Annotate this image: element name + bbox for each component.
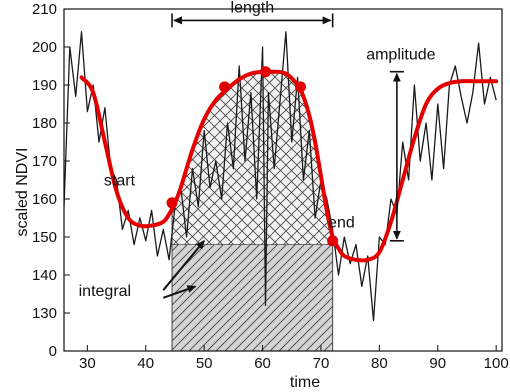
- integral-lower-area: [172, 244, 333, 351]
- y-tick-label: 210: [32, 1, 57, 18]
- x-tick-label: 40: [137, 355, 154, 372]
- fitted-point-marker: [327, 235, 339, 247]
- x-axis-title: time: [290, 374, 320, 391]
- y-axis-title: scaled NDVI: [14, 148, 31, 237]
- x-tick-label: 30: [79, 355, 96, 372]
- x-tick-label: 70: [313, 355, 330, 372]
- integral-pointer-arrow: [162, 240, 205, 291]
- annotation-layer: length amplitude start end integral: [79, 0, 436, 300]
- start-label: start: [104, 173, 136, 190]
- x-tick-label: 50: [196, 355, 213, 372]
- integral-label: integral: [79, 283, 131, 300]
- plot-frame: [63, 8, 503, 352]
- amplitude-label: amplitude: [366, 47, 435, 64]
- y-tick-label: 140: [32, 267, 57, 284]
- fitted-point-marker: [166, 197, 178, 209]
- fitted-point-marker: [219, 81, 231, 93]
- y-tick-label: 160: [32, 191, 57, 208]
- end-label: end: [328, 215, 355, 232]
- x-tick-label: 80: [371, 355, 388, 372]
- raw-ndvi-line: [64, 31, 497, 322]
- axis-layer: 130 140 150 160 170 180 190 200 210 0 30 40 50 60 70 80…: [32, 1, 509, 372]
- y-tick-label: 150: [32, 229, 57, 246]
- x-tick-label: 100: [484, 355, 509, 372]
- y-tick-label: 130: [32, 305, 57, 322]
- x-tick-label: 90: [429, 355, 446, 372]
- y-tick-label: 190: [32, 77, 57, 94]
- fitted-point-marker: [259, 66, 271, 78]
- fitted-point-marker: [295, 81, 307, 93]
- integral-region: [171, 71, 334, 351]
- marker-layer: [166, 66, 339, 247]
- y-origin-label: 0: [49, 343, 57, 360]
- y-tick-label: 180: [32, 115, 57, 132]
- y-tick-label: 200: [32, 39, 57, 56]
- integral-pointer-arrow: [162, 285, 197, 299]
- x-tick-label: 60: [254, 355, 271, 372]
- integral-upper-area: [172, 71, 333, 245]
- length-label: length: [231, 0, 275, 16]
- y-tick-label: 170: [32, 153, 57, 170]
